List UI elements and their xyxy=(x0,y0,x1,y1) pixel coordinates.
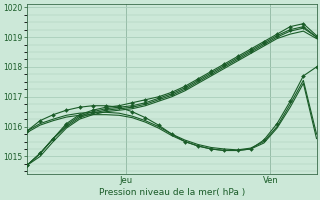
X-axis label: Pression niveau de la mer( hPa ): Pression niveau de la mer( hPa ) xyxy=(99,188,245,197)
